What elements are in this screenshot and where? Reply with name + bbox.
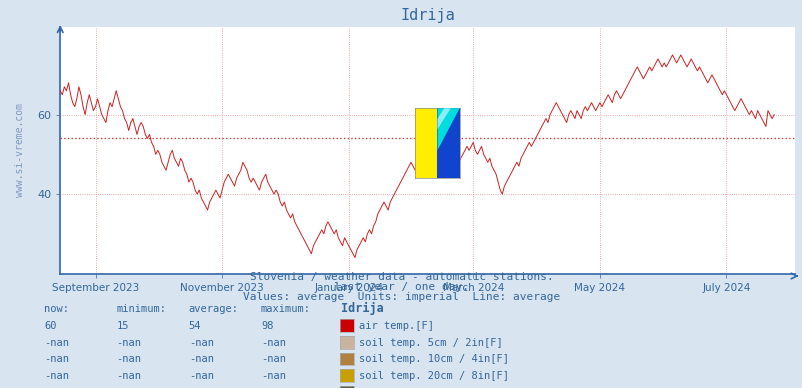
Bar <box>437 108 459 178</box>
Text: 15: 15 <box>116 321 129 331</box>
Text: Idrija: Idrija <box>341 302 383 315</box>
Title: Idrija: Idrija <box>399 8 455 23</box>
Text: www.si-vreme.com: www.si-vreme.com <box>14 103 25 197</box>
Polygon shape <box>437 108 459 150</box>
Text: average:: average: <box>188 304 238 314</box>
Text: soil temp. 20cm / 8in[F]: soil temp. 20cm / 8in[F] <box>358 371 508 381</box>
Text: -nan: -nan <box>261 354 286 364</box>
Text: minimum:: minimum: <box>116 304 166 314</box>
Text: now:: now: <box>44 304 69 314</box>
Text: -nan: -nan <box>261 371 286 381</box>
Text: air temp.[F]: air temp.[F] <box>358 321 433 331</box>
Text: 98: 98 <box>261 321 273 331</box>
Text: maximum:: maximum: <box>261 304 310 314</box>
Text: -nan: -nan <box>44 371 69 381</box>
Polygon shape <box>437 108 450 129</box>
Text: 54: 54 <box>188 321 201 331</box>
Text: -nan: -nan <box>116 338 141 348</box>
Text: -nan: -nan <box>188 354 213 364</box>
Text: last year / one day.: last year / one day. <box>334 282 468 292</box>
Text: -nan: -nan <box>44 338 69 348</box>
Text: 60: 60 <box>44 321 57 331</box>
Text: -nan: -nan <box>188 338 213 348</box>
Text: soil temp. 5cm / 2in[F]: soil temp. 5cm / 2in[F] <box>358 338 502 348</box>
Text: -nan: -nan <box>188 371 213 381</box>
Bar <box>415 108 437 178</box>
Text: -nan: -nan <box>116 354 141 364</box>
Text: -nan: -nan <box>116 371 141 381</box>
Text: -nan: -nan <box>44 354 69 364</box>
Text: Values: average  Units: imperial  Line: average: Values: average Units: imperial Line: av… <box>242 292 560 302</box>
Text: soil temp. 10cm / 4in[F]: soil temp. 10cm / 4in[F] <box>358 354 508 364</box>
Text: -nan: -nan <box>261 338 286 348</box>
Text: Slovenia / weather data - automatic stations.: Slovenia / weather data - automatic stat… <box>249 272 553 282</box>
